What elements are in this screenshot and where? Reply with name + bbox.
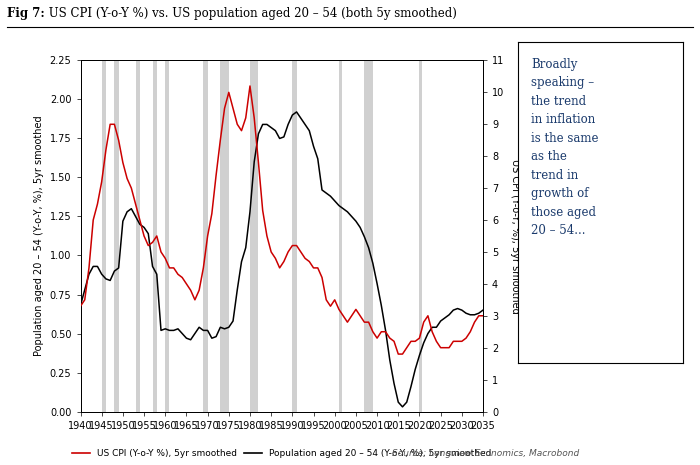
Text: US CPI (Y-o-Y %) vs. US population aged 20 – 54 (both 5y smoothed): US CPI (Y-o-Y %) vs. US population aged … <box>45 7 456 20</box>
Bar <box>365 60 373 412</box>
Bar <box>293 60 297 412</box>
Text: Source: Longview Economics, Macrobond: Source: Longview Economics, Macrobond <box>392 449 580 458</box>
Y-axis label: US CPI (Y-o-Y, %), 5yr smoothed: US CPI (Y-o-Y, %), 5yr smoothed <box>510 159 520 313</box>
Bar <box>114 60 118 412</box>
Bar <box>165 60 169 412</box>
Bar <box>250 60 258 412</box>
Y-axis label: Population aged 20 – 54 (Y-o-Y, %), 5yr smoothed: Population aged 20 – 54 (Y-o-Y, %), 5yr … <box>34 116 44 356</box>
Bar <box>204 60 208 412</box>
Text: Broadly
speaking –
the trend
in inflation
is the same
as the
trend in
growth of
: Broadly speaking – the trend in inflatio… <box>531 58 598 238</box>
Legend: US CPI (Y-o-Y %), 5yr smoothed, Population aged 20 – 54 (Y-o-Y, %), 5yr smoothed: US CPI (Y-o-Y %), 5yr smoothed, Populati… <box>68 445 496 461</box>
Bar <box>419 60 422 412</box>
Bar <box>220 60 229 412</box>
Bar <box>136 60 140 412</box>
Text: Fig 7:: Fig 7: <box>7 7 45 20</box>
Bar <box>102 60 106 412</box>
Bar <box>153 60 157 412</box>
Bar <box>339 60 342 412</box>
